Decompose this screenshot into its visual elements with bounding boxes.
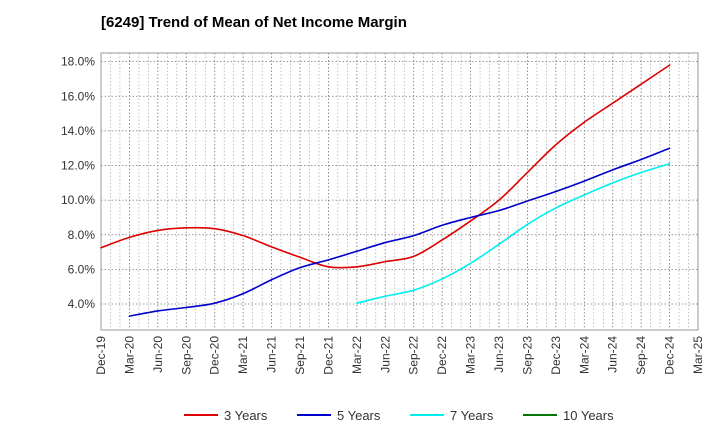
x-tick-label: Mar-22 [350, 336, 364, 374]
legend-label-3-years: 3 Years [224, 408, 268, 423]
x-tick-label: Mar-21 [236, 336, 250, 374]
chart-title: [6249] Trend of Mean of Net Income Margi… [101, 14, 407, 31]
legend-label-5-years: 5 Years [337, 408, 381, 423]
x-tick-label: Jun-23 [492, 336, 506, 373]
x-tick-label: Sep-20 [179, 336, 193, 375]
x-tick-label: Dec-19 [94, 336, 108, 375]
x-tick-label: Sep-21 [293, 336, 307, 375]
series-line-7-years [356, 163, 671, 304]
x-tick-label: Sep-23 [520, 336, 534, 375]
plot-area-frame [100, 52, 699, 331]
x-tick-label: Dec-22 [435, 336, 449, 375]
y-tick-label: 14.0% [61, 124, 95, 138]
x-tick-label: Jun-22 [378, 336, 392, 373]
y-axis: 4.0% 6.0% 8.0% 10.0% 12.0% 14.0% 16.0% 18.0% [61, 55, 95, 311]
x-tick-label: Mar-25 [691, 336, 705, 374]
x-tick-label: Sep-24 [634, 336, 648, 375]
y-tick-label: 10.0% [61, 193, 95, 207]
y-tick-label: 8.0% [68, 228, 96, 242]
x-tick-label: Mar-24 [577, 336, 591, 374]
x-axis: Dec-19 Mar-20 Jun-20 Sep-20 Dec-20 Mar-21 Jun-… [94, 336, 705, 375]
series-line-5-years [128, 147, 671, 317]
y-tick-label: 18.0% [61, 55, 95, 69]
x-tick-label: Mar-20 [122, 336, 136, 374]
x-tick-label: Jun-24 [606, 336, 620, 373]
x-tick-label: Dec-21 [321, 336, 335, 375]
x-tick-label: Sep-22 [407, 336, 421, 375]
series-line-3-years [100, 64, 671, 269]
legend-label-7-years: 7 Years [450, 408, 494, 423]
y-tick-label: 4.0% [68, 297, 96, 311]
x-tick-label: Jun-21 [265, 336, 279, 373]
legend-label-10-years: 10 Years [563, 408, 614, 423]
x-tick-label: Mar-23 [464, 336, 478, 374]
legend: 3 Years 5 Years 7 Years 10 Years [184, 408, 614, 423]
x-tick-label: Dec-23 [549, 336, 563, 375]
x-tick-label: Dec-24 [663, 336, 677, 375]
series-lines [100, 64, 671, 317]
y-tick-label: 16.0% [61, 89, 95, 103]
y-tick-label: 12.0% [61, 159, 95, 173]
x-tick-label: Jun-20 [151, 336, 165, 373]
x-tick-label: Dec-20 [208, 336, 222, 375]
grid [101, 53, 698, 330]
y-tick-label: 6.0% [68, 262, 96, 276]
